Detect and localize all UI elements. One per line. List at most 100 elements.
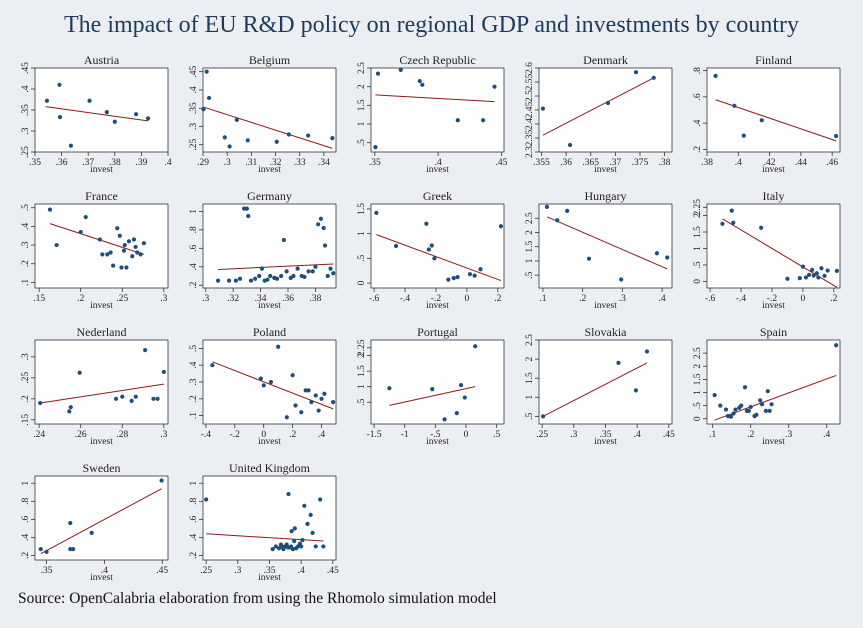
x-tick-label: .35 <box>264 566 276 576</box>
data-point <box>644 349 650 354</box>
data-point <box>442 417 447 422</box>
data-point <box>731 220 736 225</box>
y-tick-label: 2 <box>357 353 367 358</box>
data-point <box>259 266 265 271</box>
x-tick-label: .31 <box>245 158 257 168</box>
data-point <box>151 396 156 401</box>
x-tick-label: .34 <box>255 294 267 304</box>
y-tick-label: 1.5 <box>357 203 367 215</box>
data-point <box>665 255 670 260</box>
x-axis-label: invest <box>258 437 281 447</box>
fit-line <box>546 216 668 270</box>
data-point <box>100 252 105 257</box>
x-axis-label: invest <box>594 301 617 311</box>
y-tick-label: .25 <box>21 372 31 384</box>
x-axis-label: invest <box>258 301 281 311</box>
data-point <box>227 144 232 149</box>
fit-line <box>376 234 502 282</box>
data-point <box>633 70 639 75</box>
x-axis-label: invest <box>594 437 617 447</box>
data-point <box>121 248 127 253</box>
data-point <box>141 241 146 246</box>
panel-title: Finland <box>755 53 792 67</box>
x-tick-label: .3 <box>234 566 241 576</box>
data-point <box>739 403 744 408</box>
y-tick-label: 1 <box>525 258 535 263</box>
y-tick-label: 1.5 <box>693 373 703 385</box>
x-axis-label: invest <box>258 573 281 583</box>
data-point <box>290 547 296 552</box>
x-tick-label: .2 <box>579 294 586 304</box>
x-tick-label: -.2 <box>431 294 442 304</box>
x-tick-label: .44 <box>795 158 807 168</box>
data-point <box>330 136 335 141</box>
x-tick-label: .29 <box>197 158 209 168</box>
data-point <box>286 132 291 137</box>
y-tick-label: 1 <box>357 384 367 389</box>
data-point <box>310 269 315 274</box>
y-tick-label: 2.45 <box>525 101 535 118</box>
y-tick-label: 2.5 <box>525 212 535 224</box>
plot-area <box>370 339 505 425</box>
panel-denmark: Denmark.355.36.365.37.375.382.32.352.42.… <box>525 53 673 175</box>
x-axis-label: invest <box>762 301 785 311</box>
data-point <box>540 106 546 111</box>
data-point <box>87 98 92 103</box>
data-point <box>44 98 50 103</box>
x-tick-label: -.4 <box>201 430 212 440</box>
data-point <box>265 277 270 282</box>
panel-title: Denmark <box>583 53 628 67</box>
data-point <box>68 143 74 148</box>
data-point <box>426 247 431 252</box>
x-tick-label: .32 <box>270 158 282 168</box>
x-axis-label: invest <box>90 437 113 447</box>
y-tick-label: .2 <box>189 395 199 402</box>
panel-belgium: Belgium .29 .3 .31 .32 .33 .34 .25 .3 .35 .4 .45 inv… <box>189 53 337 175</box>
panel-title: Belgium <box>249 53 291 67</box>
plot-area <box>538 339 673 425</box>
panel-hungary: Hungary .1 .2 .3 .4 .5 1 1.5 2 2.5 invest <box>525 189 673 311</box>
data-point <box>814 271 819 276</box>
data-point <box>138 252 143 257</box>
data-point <box>467 272 473 277</box>
y-tick-label: .2 <box>189 552 199 559</box>
data-point <box>233 278 239 283</box>
y-tick-label: .1 <box>189 412 199 419</box>
panel-title: Austria <box>84 53 120 67</box>
y-tick-label: .4 <box>189 361 199 368</box>
y-tick-label: 2 <box>525 356 535 361</box>
x-tick-label: -.4 <box>736 294 747 304</box>
data-point <box>89 530 94 536</box>
data-point <box>105 252 110 257</box>
data-point <box>328 266 333 271</box>
panel-title: United Kingdom <box>229 461 311 475</box>
data-point <box>373 145 378 150</box>
data-point <box>143 347 148 353</box>
data-point <box>833 133 839 139</box>
y-tick-label: 0 <box>693 416 703 421</box>
y-tick-label: .2 <box>189 281 199 288</box>
panel-france: France .15 .2 .25 .3 .1 .2 .3 .4 .5 invest <box>21 189 169 311</box>
data-point <box>305 521 310 526</box>
data-point <box>274 139 279 144</box>
y-tick-label: .6 <box>693 93 703 100</box>
data-point <box>38 400 43 406</box>
data-point <box>819 266 824 271</box>
y-tick-label: .25 <box>189 139 199 151</box>
y-tick-label: 1 <box>525 395 535 400</box>
panel-title: Hungary <box>585 189 627 203</box>
y-tick-label: .4 <box>189 86 199 93</box>
data-point <box>822 273 827 278</box>
data-point <box>718 403 723 408</box>
data-point <box>374 210 379 215</box>
data-point <box>226 278 232 283</box>
data-point <box>318 216 324 221</box>
data-point <box>797 276 802 281</box>
data-point <box>455 118 460 123</box>
data-point <box>816 275 821 280</box>
data-point <box>393 243 399 249</box>
data-point <box>270 547 275 552</box>
x-tick-label: .2 <box>494 294 501 304</box>
panel-slovakia: Slovakia .25 .3 .35 .4 .45 .5 1 1.5 2 2.5 invest <box>525 325 675 447</box>
